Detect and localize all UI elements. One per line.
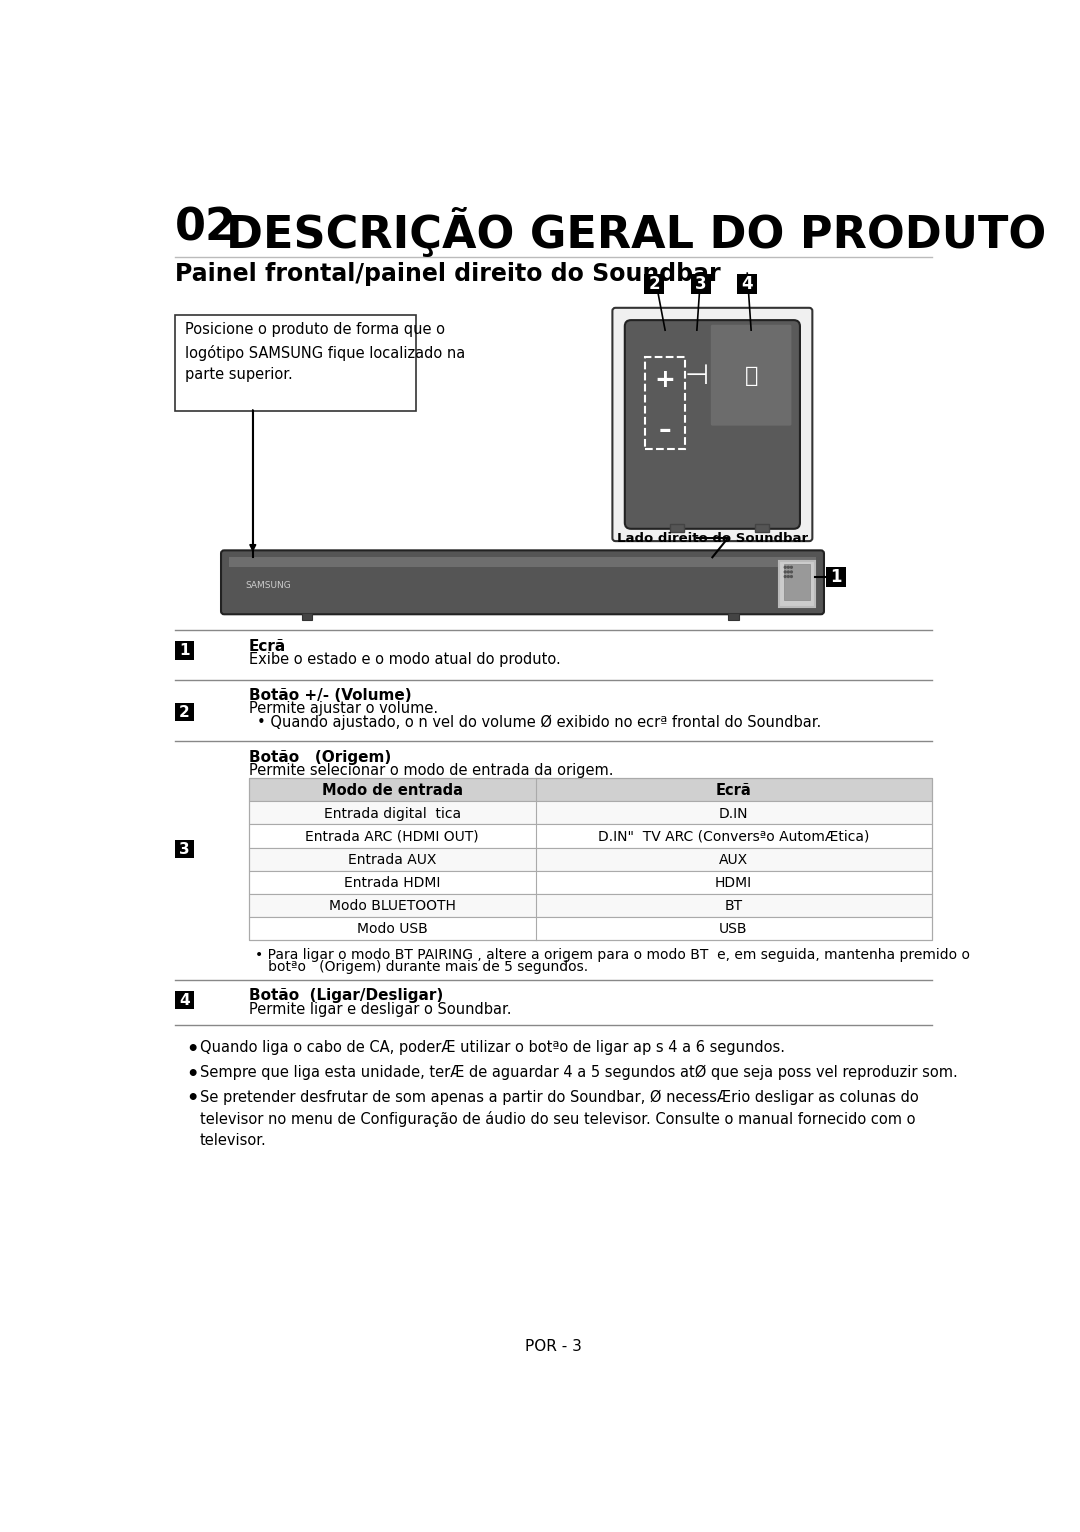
Text: Botão   (Origem): Botão (Origem)	[248, 749, 391, 764]
Text: Permite selecionar o modo de entrada da origem.: Permite selecionar o modo de entrada da …	[248, 763, 613, 778]
Text: Ecrã: Ecrã	[715, 783, 752, 798]
Text: Quando liga o cabo de CA, poderÆ utilizar o botªo de ligar ap s 4 a 6 segundos.: Quando liga o cabo de CA, poderÆ utiliza…	[200, 1040, 785, 1056]
Text: 02: 02	[175, 207, 238, 250]
Bar	[229, 556, 816, 567]
Text: Permite ajustar o volume.: Permite ajustar o volume.	[248, 702, 438, 717]
Text: ⏻: ⏻	[744, 366, 758, 386]
FancyBboxPatch shape	[711, 325, 792, 426]
Text: Entrada HDMI: Entrada HDMI	[345, 876, 441, 890]
Text: 2: 2	[648, 274, 660, 293]
FancyBboxPatch shape	[221, 550, 824, 614]
Circle shape	[791, 571, 793, 573]
Bar	[728, 613, 739, 620]
Text: •: •	[186, 1065, 199, 1083]
Bar	[248, 778, 932, 801]
Bar	[779, 561, 814, 607]
Circle shape	[791, 567, 793, 568]
Bar	[175, 314, 416, 411]
Bar	[175, 703, 194, 722]
Text: •: •	[186, 1089, 199, 1108]
Text: 1: 1	[179, 643, 190, 657]
Text: D.IN"  TV ARC (Conversªo AutomÆtica): D.IN" TV ARC (Conversªo AutomÆtica)	[597, 830, 869, 844]
Text: Modo de entrada: Modo de entrada	[322, 783, 463, 798]
Text: Exibe o estado e o modo atual do produto.: Exibe o estado e o modo atual do produto…	[248, 653, 561, 666]
Text: Painel frontal/painel direito do Soundbar: Painel frontal/painel direito do Soundba…	[175, 262, 721, 286]
Bar	[645, 357, 685, 449]
Bar	[826, 567, 847, 587]
Text: 3: 3	[694, 274, 706, 293]
Text: • Quando ajustado, o n vel do volume Ø exibido no ecrª frontal do Soundbar.: • Quando ajustado, o n vel do volume Ø e…	[257, 715, 821, 731]
Text: +: +	[654, 368, 675, 392]
Circle shape	[791, 576, 793, 578]
Bar	[248, 847, 932, 870]
Circle shape	[784, 576, 786, 578]
Text: botªo   (Origem) durante mais de 5 segundos.: botªo (Origem) durante mais de 5 segundo…	[255, 961, 589, 974]
Bar	[784, 564, 810, 601]
Text: BT: BT	[725, 899, 742, 913]
Text: Posicione o produto de forma que o
logótipo SAMSUNG fique localizado na
parte su: Posicione o produto de forma que o logót…	[185, 322, 464, 381]
Bar	[248, 870, 932, 893]
Text: Lado direito do Soundbar: Lado direito do Soundbar	[617, 532, 808, 545]
Bar	[691, 274, 711, 294]
Text: HDMI: HDMI	[715, 876, 752, 890]
Text: Modo BLUETOOTH: Modo BLUETOOTH	[329, 899, 456, 913]
Circle shape	[787, 571, 789, 573]
Circle shape	[787, 567, 789, 568]
Bar	[248, 916, 932, 941]
Text: Sempre que liga esta unidade, terÆ de aguardar 4 a 5 segundos atØ que seja poss : Sempre que liga esta unidade, terÆ de ag…	[200, 1065, 958, 1080]
Bar	[755, 524, 769, 532]
Bar	[644, 274, 664, 294]
Circle shape	[784, 567, 786, 568]
Text: DESCRIÇÃO GERAL DO PRODUTO: DESCRIÇÃO GERAL DO PRODUTO	[227, 207, 1047, 257]
Bar	[175, 642, 194, 660]
Text: 1: 1	[831, 567, 842, 585]
Text: SAMSUNG: SAMSUNG	[246, 581, 292, 590]
Circle shape	[784, 571, 786, 573]
Text: Botão  (Ligar/Desligar): Botão (Ligar/Desligar)	[248, 988, 443, 1003]
Bar	[175, 840, 194, 858]
Text: ⊣: ⊣	[685, 363, 708, 391]
Text: 3: 3	[179, 841, 190, 856]
Text: Permite ligar e desligar o Soundbar.: Permite ligar e desligar o Soundbar.	[248, 1002, 512, 1017]
Bar	[248, 893, 932, 916]
Text: Entrada digital  tica: Entrada digital tica	[324, 807, 461, 821]
Text: 4: 4	[742, 274, 753, 293]
Bar	[738, 274, 757, 294]
Bar	[248, 801, 932, 824]
Text: Entrada AUX: Entrada AUX	[348, 853, 436, 867]
Text: Modo USB: Modo USB	[356, 922, 428, 936]
Circle shape	[787, 576, 789, 578]
Bar	[175, 991, 194, 1010]
Text: Entrada ARC (HDMI OUT): Entrada ARC (HDMI OUT)	[306, 830, 480, 844]
Text: 2: 2	[179, 705, 190, 720]
Text: AUX: AUX	[718, 853, 747, 867]
Text: Botão +/- (Volume): Botão +/- (Volume)	[248, 688, 411, 703]
Text: Ecrã: Ecrã	[248, 639, 286, 654]
Bar	[301, 613, 312, 620]
FancyBboxPatch shape	[612, 308, 812, 541]
Text: 4: 4	[179, 993, 190, 1008]
Text: • Para ligar o modo BT PAIRING , altere a origem para o modo BT  e, em seguida, : • Para ligar o modo BT PAIRING , altere …	[255, 948, 970, 962]
Bar	[248, 824, 932, 847]
Text: Se pretender desfrutar de som apenas a partir do Soundbar, Ø necessÆrio desligar: Se pretender desfrutar de som apenas a p…	[200, 1089, 919, 1147]
Text: POR - 3: POR - 3	[525, 1339, 582, 1354]
Text: –: –	[659, 418, 672, 443]
Text: •: •	[186, 1040, 199, 1059]
FancyBboxPatch shape	[625, 320, 800, 529]
Text: D.IN: D.IN	[718, 807, 748, 821]
Bar	[248, 778, 932, 941]
Text: USB: USB	[719, 922, 747, 936]
Bar	[670, 524, 684, 532]
